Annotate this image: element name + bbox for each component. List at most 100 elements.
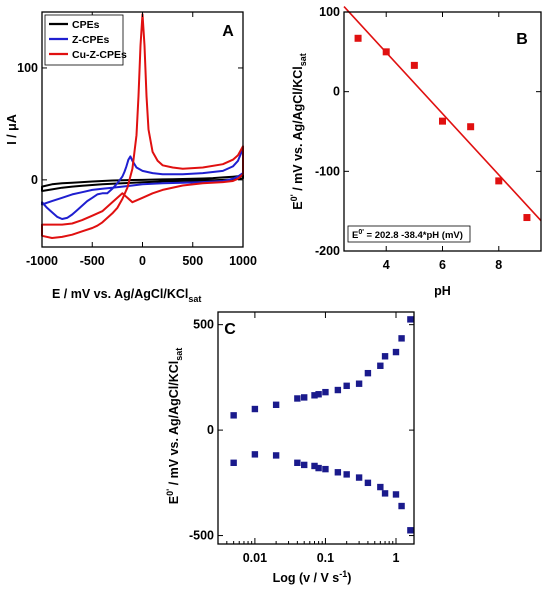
x-axis-label: Log (v / V s-1): [273, 569, 352, 585]
x-axis-label-main: Log (v / V s: [273, 571, 340, 585]
y-tick-label: 0: [207, 423, 214, 437]
x-axis-label: pH: [434, 284, 451, 298]
data-point: [301, 461, 308, 469]
data-point: [322, 388, 329, 396]
data-point: [398, 335, 405, 342]
data-point: [343, 471, 350, 478]
data-point: [392, 348, 400, 356]
data-point: [354, 34, 362, 42]
y-axis-label: E0' / mV vs. Ag/AgCl/KClsat: [165, 348, 184, 505]
y-axis-label-main: / mV vs. Ag/AgCl/KCl: [291, 66, 305, 194]
y-axis-label-e: E: [291, 201, 305, 209]
data-point: [301, 394, 308, 401]
x-axis-label-sub: sat: [188, 294, 201, 304]
legend-label: Z-CPEs: [72, 34, 110, 46]
data-point: [251, 405, 259, 413]
data-point: [364, 369, 372, 377]
y-tick-label: 0: [333, 85, 340, 99]
data-point: [364, 479, 372, 487]
x-tick-label: 1000: [229, 254, 257, 268]
y-tick-label: -500: [189, 529, 214, 543]
legend-label: Cu-Z-CPEs: [72, 49, 127, 61]
data-point: [410, 61, 418, 69]
data-point: [467, 123, 475, 131]
data-point: [230, 412, 237, 419]
y-tick-label: 500: [193, 318, 214, 332]
panel-label: C: [224, 321, 236, 338]
data-point: [294, 459, 301, 466]
data-point: [377, 362, 384, 369]
cv-curve-cu-z-cpes: [41, 13, 244, 239]
y-axis-label-sup: 0': [165, 489, 175, 496]
data-point: [311, 462, 318, 470]
y-tick-label: 100: [17, 61, 38, 75]
data-point: [439, 117, 446, 125]
panel-b-frame: [343, 11, 542, 252]
fit-equation: E0' = 202.8 -38.4*pH (mV): [352, 229, 463, 241]
x-tick-label: 500: [182, 254, 203, 268]
fit-equation-rest: = 202.8 -38.4*pH (mV): [364, 230, 463, 241]
data-point: [382, 48, 390, 56]
data-point: [230, 459, 237, 466]
x-axis-label-main: E / mV vs. Ag/AgCl/KCl: [52, 287, 188, 301]
y-axis-label: E0' / mV vs. Ag/AgCl/KClsat: [289, 53, 308, 210]
panel-c: 0.01 0.1 1 -500 0 500 C Log (v / V s-1) E0' / mV…: [165, 311, 415, 585]
x-tick-label: 0.01: [243, 551, 267, 565]
y-tick-label: 0: [31, 173, 38, 187]
data-point: [294, 395, 301, 402]
x-tick-label: 0.1: [317, 551, 334, 565]
data-point: [315, 464, 322, 472]
y-axis-label-main: / mV vs. Ag/AgCl/KCl: [167, 361, 181, 489]
data-point: [495, 177, 503, 185]
x-tick-label: -1000: [26, 254, 58, 268]
data-point: [523, 214, 531, 222]
x-tick-label: 0: [139, 254, 146, 268]
data-point: [272, 452, 280, 459]
x-axis-label: E / mV vs. Ag/AgCl/KClsat: [52, 287, 201, 304]
cv-curve-z-cpes: [41, 147, 244, 220]
y-axis-label-e: E: [167, 496, 181, 504]
panel-label: A: [222, 23, 234, 40]
data-point: [311, 392, 318, 399]
equation-box: [347, 225, 471, 243]
x-axis-label-end: ): [347, 571, 351, 585]
data-point: [355, 474, 363, 481]
data-point: [334, 386, 342, 394]
panel-label: B: [516, 31, 528, 48]
x-tick-label: -500: [80, 254, 105, 268]
x-axis-label-sup: -1: [339, 569, 347, 579]
y-axis-label-sub: sat: [298, 53, 308, 66]
data-point: [334, 469, 342, 476]
x-tick-label: 4: [383, 258, 390, 272]
legend-label: CPEs: [72, 19, 100, 31]
fit-line: [343, 6, 542, 222]
data-point: [398, 502, 405, 510]
x-tick-label: 8: [495, 258, 502, 272]
data-point: [272, 401, 280, 408]
data-point: [343, 382, 350, 390]
fit-equation-e: E: [352, 230, 358, 241]
data-point: [407, 316, 414, 323]
y-axis-label-sup: 0': [289, 194, 299, 201]
data-point: [381, 490, 389, 497]
data-point: [407, 527, 414, 534]
panel-c-frame: [217, 311, 415, 545]
panel-a: -1000 -500 0 500 1000 0 100 CPEs Z-CPEs Cu-Z-CPEs…: [5, 11, 257, 304]
data-point: [377, 483, 384, 491]
data-point: [315, 391, 322, 398]
y-axis-label: I / μA: [5, 114, 19, 145]
legend: CPEs Z-CPEs Cu-Z-CPEs: [44, 14, 127, 66]
data-point: [322, 465, 329, 473]
data-point: [392, 491, 400, 498]
data-point: [251, 451, 259, 458]
x-tick-label: 6: [439, 258, 446, 272]
y-tick-label: 100: [319, 5, 340, 19]
data-point: [355, 380, 363, 387]
fit-equation-sup: 0': [358, 229, 364, 236]
data-point: [381, 353, 389, 360]
y-tick-label: -200: [315, 244, 340, 258]
y-axis-label-sub: sat: [174, 348, 184, 361]
x-tick-label: 1: [393, 551, 400, 565]
